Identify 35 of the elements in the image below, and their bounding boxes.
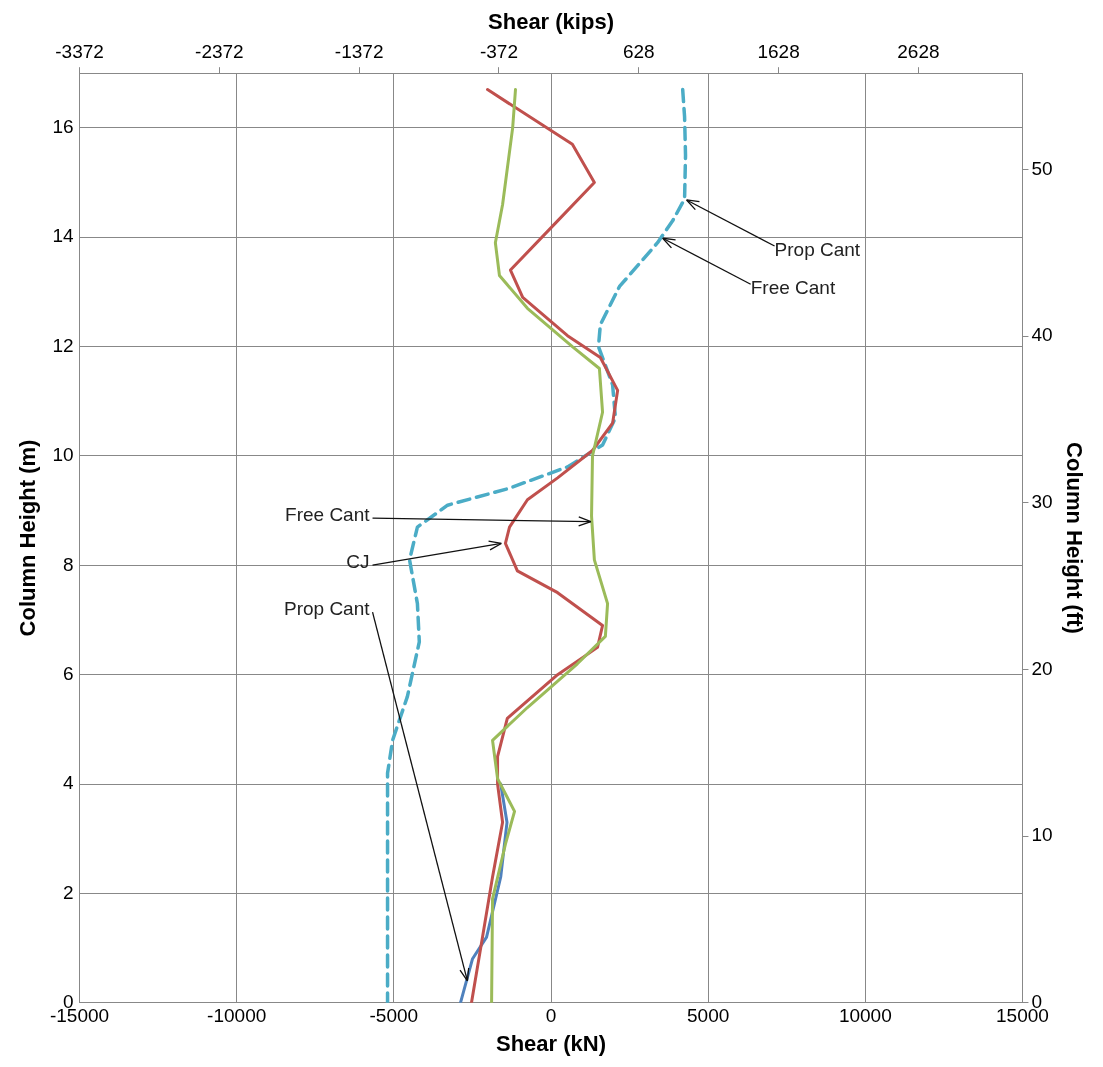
y2-tick-label: 40 bbox=[1031, 324, 1053, 346]
y2-tick-label: 50 bbox=[1031, 157, 1053, 179]
annotation: Free Cant bbox=[285, 504, 371, 526]
y-tick-label: 4 bbox=[62, 772, 74, 794]
annotation: CJ bbox=[346, 551, 370, 573]
y-tick-label: 8 bbox=[62, 553, 74, 575]
x2-tick-label: 1628 bbox=[757, 41, 800, 63]
y-tick-label: 6 bbox=[62, 662, 74, 684]
x2-tick-label: -1372 bbox=[334, 41, 384, 63]
x2-tick-label: 628 bbox=[622, 41, 655, 63]
x2-tick-label: -2372 bbox=[195, 41, 244, 63]
y-tick-label: 10 bbox=[52, 444, 74, 466]
x-tick-label: -10000 bbox=[207, 1005, 267, 1027]
x2-axis-title: Shear (kips) bbox=[488, 9, 614, 35]
y2-axis-title: Column Height (ft) bbox=[1061, 442, 1087, 634]
x-tick-label: 10000 bbox=[838, 1005, 892, 1027]
x-tick-label: -5000 bbox=[369, 1005, 419, 1027]
y-tick-label: 12 bbox=[52, 334, 74, 356]
y-tick-label: 14 bbox=[52, 225, 74, 247]
x2-tick-label: -3372 bbox=[55, 41, 104, 63]
annotation: Free Cant bbox=[750, 277, 836, 299]
y-tick-label: 16 bbox=[52, 116, 74, 138]
x2-tick-label: 2628 bbox=[897, 41, 940, 63]
x-tick-label: 0 bbox=[545, 1005, 557, 1027]
x-axis-title: Shear (kN) bbox=[495, 1030, 607, 1056]
line-series bbox=[385, 87, 688, 1003]
y2-tick-label: 10 bbox=[1031, 824, 1053, 846]
y-tick-label: 2 bbox=[62, 881, 74, 903]
y-axis-title: Column Height (m) bbox=[15, 439, 41, 637]
x-tick-label: 5000 bbox=[687, 1005, 730, 1027]
annotation: Prop Cant bbox=[774, 239, 861, 261]
y2-tick-label: 30 bbox=[1031, 490, 1053, 512]
annotation: Prop Cant bbox=[283, 598, 371, 620]
x2-tick-label: -372 bbox=[479, 41, 518, 63]
y2-tick-label: 20 bbox=[1031, 657, 1053, 679]
